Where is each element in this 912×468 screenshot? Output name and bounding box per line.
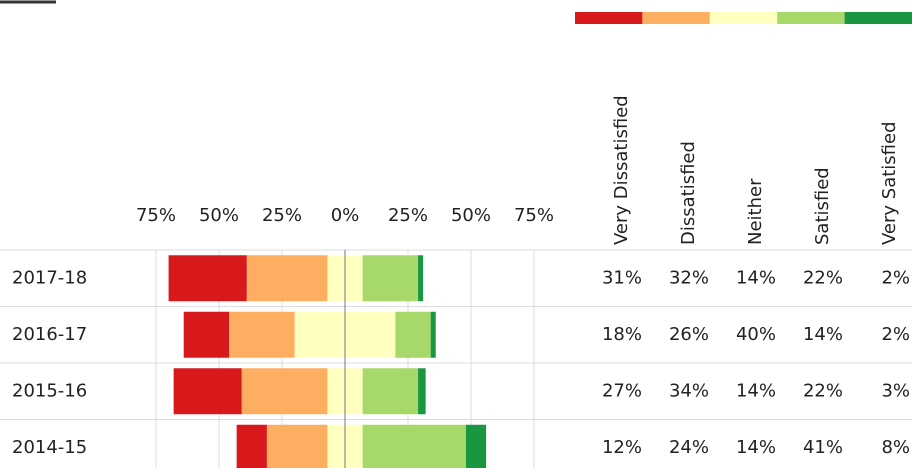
- x-tick-label: 0%: [331, 205, 360, 226]
- column-header: Very Dissatisfied: [611, 95, 632, 245]
- value-label: 26%: [669, 324, 709, 345]
- value-label: 2%: [881, 324, 910, 345]
- value-label: 12%: [602, 437, 642, 458]
- row-label: 2014-15: [12, 437, 87, 458]
- legend-swatch: [709, 12, 778, 24]
- value-label: 14%: [803, 324, 843, 345]
- row-label: 2015-16: [12, 380, 87, 401]
- bar-segment: [362, 255, 419, 302]
- x-tick-label: 75%: [136, 205, 176, 226]
- bar-segment: [266, 424, 328, 468]
- value-label: 22%: [803, 267, 843, 288]
- bar-segment: [418, 255, 424, 302]
- value-label: 14%: [736, 380, 776, 401]
- value-label: 32%: [669, 267, 709, 288]
- column-header: Dissatisfied: [678, 141, 699, 245]
- x-tick-label: 25%: [262, 205, 302, 226]
- value-label: 24%: [669, 437, 709, 458]
- value-label: 27%: [602, 380, 642, 401]
- value-label: 31%: [602, 267, 642, 288]
- bar-segment: [173, 368, 242, 415]
- bar-segment: [183, 311, 230, 358]
- value-label: 14%: [736, 437, 776, 458]
- value-label: 40%: [736, 324, 776, 345]
- bar-segment: [236, 424, 267, 468]
- bar-segment: [395, 311, 431, 358]
- x-tick-label: 50%: [451, 205, 491, 226]
- x-tick-label: 50%: [199, 205, 239, 226]
- value-label: 8%: [881, 437, 910, 458]
- value-label: 41%: [803, 437, 843, 458]
- legend-swatch: [575, 12, 643, 24]
- value-label: 34%: [669, 380, 709, 401]
- row-label: 2016-17: [12, 324, 87, 345]
- column-header: Satisfied: [812, 167, 833, 245]
- bar-segment: [418, 368, 426, 415]
- bar-segment: [246, 255, 328, 302]
- value-label: 18%: [602, 324, 642, 345]
- column-header: Neither: [745, 178, 766, 245]
- legend-swatch: [844, 12, 912, 24]
- value-label: 22%: [803, 380, 843, 401]
- value-label: 2%: [881, 267, 910, 288]
- bar-segment: [168, 255, 247, 302]
- x-tick-label: 75%: [514, 205, 554, 226]
- bar-segment: [229, 311, 295, 358]
- x-tick-label: 25%: [388, 205, 428, 226]
- legend-swatch: [777, 12, 845, 24]
- bar-segment: [241, 368, 328, 415]
- legend-swatch: [642, 12, 710, 24]
- bar-segment: [362, 368, 419, 415]
- value-label: 3%: [881, 380, 910, 401]
- bar-segment: [430, 311, 436, 358]
- bar-segment: [465, 424, 487, 468]
- column-header: Very Satisfied: [879, 122, 900, 246]
- row-label: 2017-18: [12, 267, 87, 288]
- value-label: 14%: [736, 267, 776, 288]
- bar-segment: [362, 424, 466, 468]
